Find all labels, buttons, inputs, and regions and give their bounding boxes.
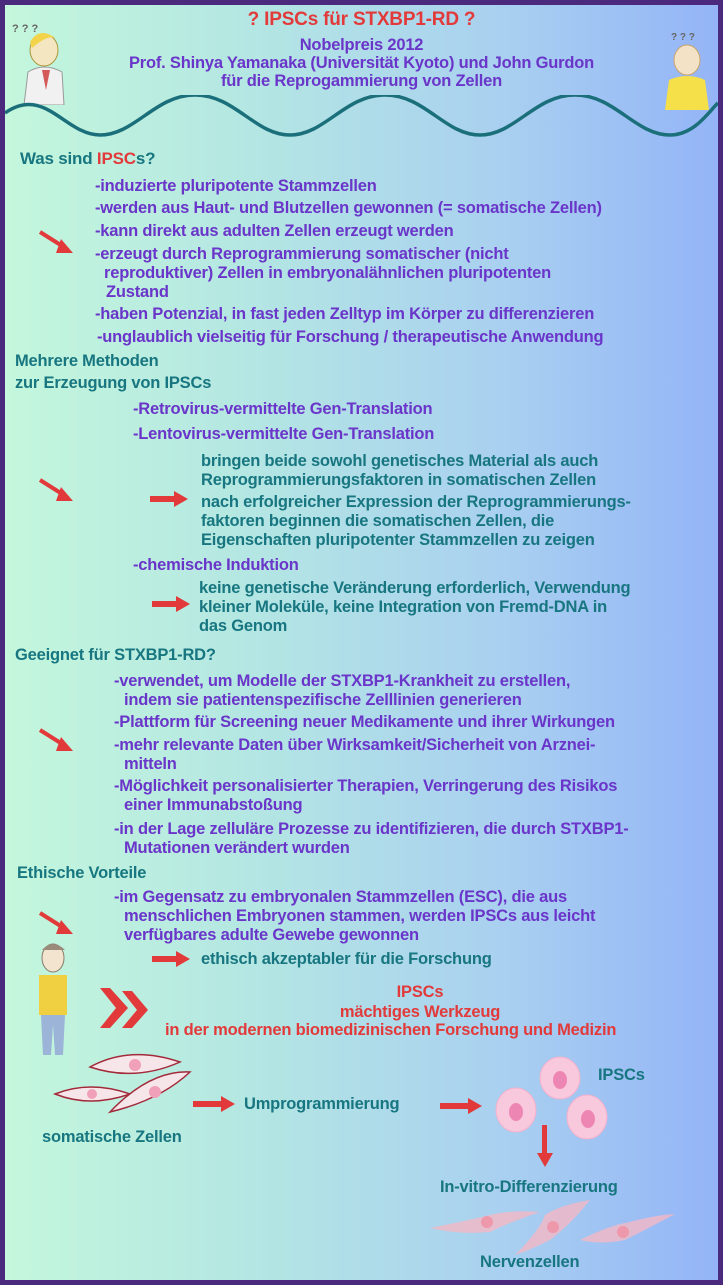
nerve-cells-illustration bbox=[430, 1200, 675, 1255]
confused-girl-illustration: ? ? ? bbox=[665, 32, 709, 110]
note-line: nach erfolgreicher Expression der Reprog… bbox=[201, 493, 631, 511]
bullet-line: -werden aus Haut- und Blutzellen gewonne… bbox=[95, 199, 602, 217]
note-line: faktoren beginnen die somatischen Zellen… bbox=[201, 512, 555, 530]
bullet-line: -Möglichkeit personalisierter Therapien,… bbox=[114, 777, 618, 795]
heading-accent: IPSC bbox=[96, 149, 136, 168]
bullet-line: indem sie patientenspezifische Zelllinie… bbox=[124, 691, 522, 709]
section-heading-ethics: Ethische Vorteile bbox=[17, 864, 147, 882]
ipsc-cells-illustration bbox=[495, 1056, 608, 1140]
note-line: kleiner Moleküle, keine Integration von … bbox=[199, 598, 607, 616]
note-line: das Genom bbox=[199, 617, 288, 635]
bullet-line: -erzeugt durch Reprogrammierung somatisc… bbox=[95, 245, 509, 263]
heading-text: s? bbox=[135, 149, 156, 168]
note-line: Eigenschaften pluripotenter Stammzellen … bbox=[201, 531, 595, 549]
bullet-line: verfügbares adulte Gewebe gewonnen bbox=[124, 926, 419, 944]
section-heading-suitability: Geeignet für STXBP1-RD? bbox=[15, 646, 216, 664]
bullet-line: -mehr relevante Daten über Wirksamkeit/S… bbox=[114, 736, 596, 754]
ipscs-label: IPSCs bbox=[598, 1066, 645, 1084]
infographic-poster: ? ? ? ? ? ? ? IPSCs für STXBP1-RD ? Nobe… bbox=[5, 5, 718, 1280]
method-line: -chemische Induktion bbox=[133, 556, 299, 574]
callout-line: mächtiges Werkzeug bbox=[339, 1003, 501, 1021]
bullet-line: -verwendet, um Modelle der STXBP1-Krankh… bbox=[114, 672, 571, 690]
bullet-line: -in der Lage zelluläre Prozesse zu ident… bbox=[114, 820, 629, 838]
bullet-line: mitteln bbox=[124, 755, 177, 773]
confused-boy-illustration: ? ? ? bbox=[12, 23, 65, 105]
svg-text:? ? ?: ? ? ? bbox=[671, 32, 695, 43]
ethics-conclusion: ethisch akzeptabler für die Forschung bbox=[201, 950, 492, 968]
bullet-line: -Plattform für Screening neuer Medikamen… bbox=[114, 713, 615, 731]
method-line: -Lentovirus-vermittelte Gen-Translation bbox=[133, 425, 435, 443]
right-arrow-icon bbox=[150, 491, 188, 507]
bullet-line: -im Gegensatz zu embryonalen Stammzellen… bbox=[114, 888, 567, 906]
section-heading-what-are-ipscs: Was sind IPSCs? bbox=[20, 149, 155, 168]
note-line: Reprogrammierungsfaktoren in somatischen… bbox=[201, 471, 596, 489]
bullet-line: -unglaublich vielseitig für Forschung / … bbox=[97, 328, 604, 346]
arrow-icon bbox=[38, 728, 73, 751]
right-arrow-icon bbox=[152, 951, 190, 967]
arrow-icon bbox=[38, 911, 73, 934]
wave-divider bbox=[5, 95, 718, 137]
person-illustration bbox=[39, 943, 67, 1055]
section-heading-methods: zur Erzeugung von IPSCs bbox=[15, 374, 212, 392]
right-arrow-icon bbox=[152, 596, 190, 612]
reprogramming-label: Umprogrammierung bbox=[244, 1095, 400, 1113]
bullet-line: reproduktiver) Zellen in embryonalähnlic… bbox=[104, 264, 551, 282]
bullet-line: Zustand bbox=[106, 283, 169, 301]
subtitle-line: für die Reprogammierung von Zellen bbox=[220, 72, 503, 90]
svg-text:? ? ?: ? ? ? bbox=[12, 23, 39, 35]
method-line: -Retrovirus-vermittelte Gen-Translation bbox=[133, 400, 433, 418]
neurons-label: Nervenzellen bbox=[480, 1253, 580, 1271]
subtitle-line: Nobelpreis 2012 bbox=[299, 36, 424, 54]
bullet-line: Mutationen verändert wurden bbox=[124, 839, 350, 857]
bullet-line: einer Immunabstoßung bbox=[124, 796, 303, 814]
down-arrow-icon bbox=[537, 1125, 553, 1167]
heading-text: Was sind bbox=[20, 149, 97, 168]
bullet-line: -induzierte pluripotente Stammzellen bbox=[95, 177, 377, 195]
double-chevron-icon bbox=[100, 988, 148, 1028]
differentiation-label: In-vitro-Differenzierung bbox=[440, 1178, 618, 1196]
bullet-line: -kann direkt aus adulten Zellen erzeugt … bbox=[95, 222, 454, 240]
right-arrow-icon bbox=[440, 1098, 482, 1114]
bullet-line: -haben Potenzial, in fast jeden Zelltyp … bbox=[95, 305, 595, 323]
note-line: keine genetische Veränderung erforderlic… bbox=[199, 579, 631, 597]
arrow-icon bbox=[38, 478, 73, 501]
callout-line: in der modernen biomedizinischen Forschu… bbox=[165, 1021, 617, 1039]
right-arrow-icon bbox=[193, 1096, 235, 1112]
section-heading-methods: Mehrere Methoden bbox=[15, 352, 159, 370]
somatic-cells-label: somatische Zellen bbox=[42, 1128, 182, 1146]
arrow-icon bbox=[38, 230, 73, 253]
subtitle-line: Prof. Shinya Yamanaka (Universität Kyoto… bbox=[128, 54, 595, 72]
poster-title: ? IPSCs für STXBP1-RD ? bbox=[247, 9, 476, 30]
bullet-line: menschlichen Embryonen stammen, werden I… bbox=[124, 907, 596, 925]
note-line: bringen beide sowohl genetisches Materia… bbox=[201, 452, 599, 470]
somatic-cells-illustration bbox=[52, 1053, 192, 1114]
callout-line: IPSCs bbox=[396, 983, 444, 1001]
